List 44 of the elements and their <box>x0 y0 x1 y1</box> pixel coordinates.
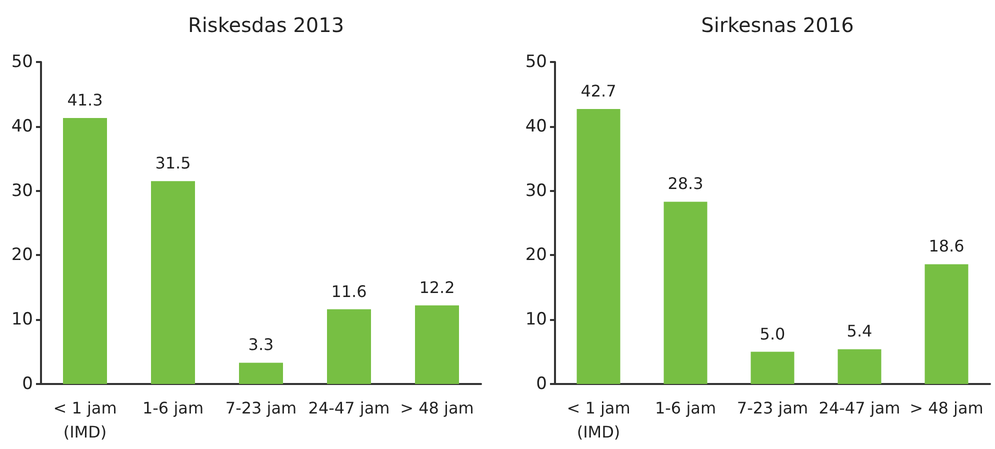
x-tick-label: > 48 jam <box>400 398 474 418</box>
bar <box>750 352 794 384</box>
x-tick-label: 1-6 jam <box>654 398 716 418</box>
x-tick-label: 7-23 jam <box>736 398 808 418</box>
y-tick-label: 40 <box>11 116 33 136</box>
data-label: 31.5 <box>155 154 191 173</box>
data-label: 11.6 <box>331 282 367 301</box>
chart-title: Riskesdas 2013 <box>188 13 344 37</box>
data-label: 3.3 <box>248 335 274 354</box>
x-tick-label: 24-47 jam <box>818 398 900 418</box>
bar <box>664 202 708 384</box>
bar <box>63 118 107 384</box>
data-label: 12.2 <box>419 278 455 297</box>
bar <box>239 362 283 384</box>
bar <box>415 305 459 384</box>
x-tick-label: < 1 jam (IMD) <box>566 398 630 442</box>
data-label: 41.3 <box>67 90 103 110</box>
x-tick-label: > 48 jam <box>910 398 984 418</box>
x-tick-label: 24-47 jam <box>308 398 390 418</box>
x-tick-label: 7-23 jam <box>225 398 297 418</box>
bar <box>151 181 195 384</box>
x-tick-label: < 1 jam (IMD) <box>53 398 117 442</box>
data-label: 42.7 <box>580 82 616 101</box>
y-tick-label: 50 <box>11 52 33 72</box>
y-tick-label: 20 <box>11 245 33 266</box>
data-label: 5.0 <box>760 324 786 344</box>
data-label: 5.4 <box>846 322 872 341</box>
bar <box>576 109 620 384</box>
y-tick-label: 0 <box>22 374 33 394</box>
bar <box>924 264 968 384</box>
y-tick-label: 10 <box>11 310 33 330</box>
chart-title: Sirkesnas 2016 <box>701 13 854 37</box>
x-tick-label: 1-6 jam <box>142 398 204 418</box>
y-tick-label: 30 <box>525 180 547 201</box>
y-tick-label: 40 <box>525 116 547 136</box>
data-label: 28.3 <box>668 174 704 194</box>
bar <box>327 309 371 384</box>
data-label: 18.6 <box>928 236 964 256</box>
y-tick-label: 10 <box>525 310 547 330</box>
y-tick-label: 0 <box>536 374 547 394</box>
y-tick-label: 50 <box>525 52 547 72</box>
y-tick-label: 30 <box>11 180 33 201</box>
y-tick-label: 20 <box>525 245 547 266</box>
bar <box>838 349 882 384</box>
